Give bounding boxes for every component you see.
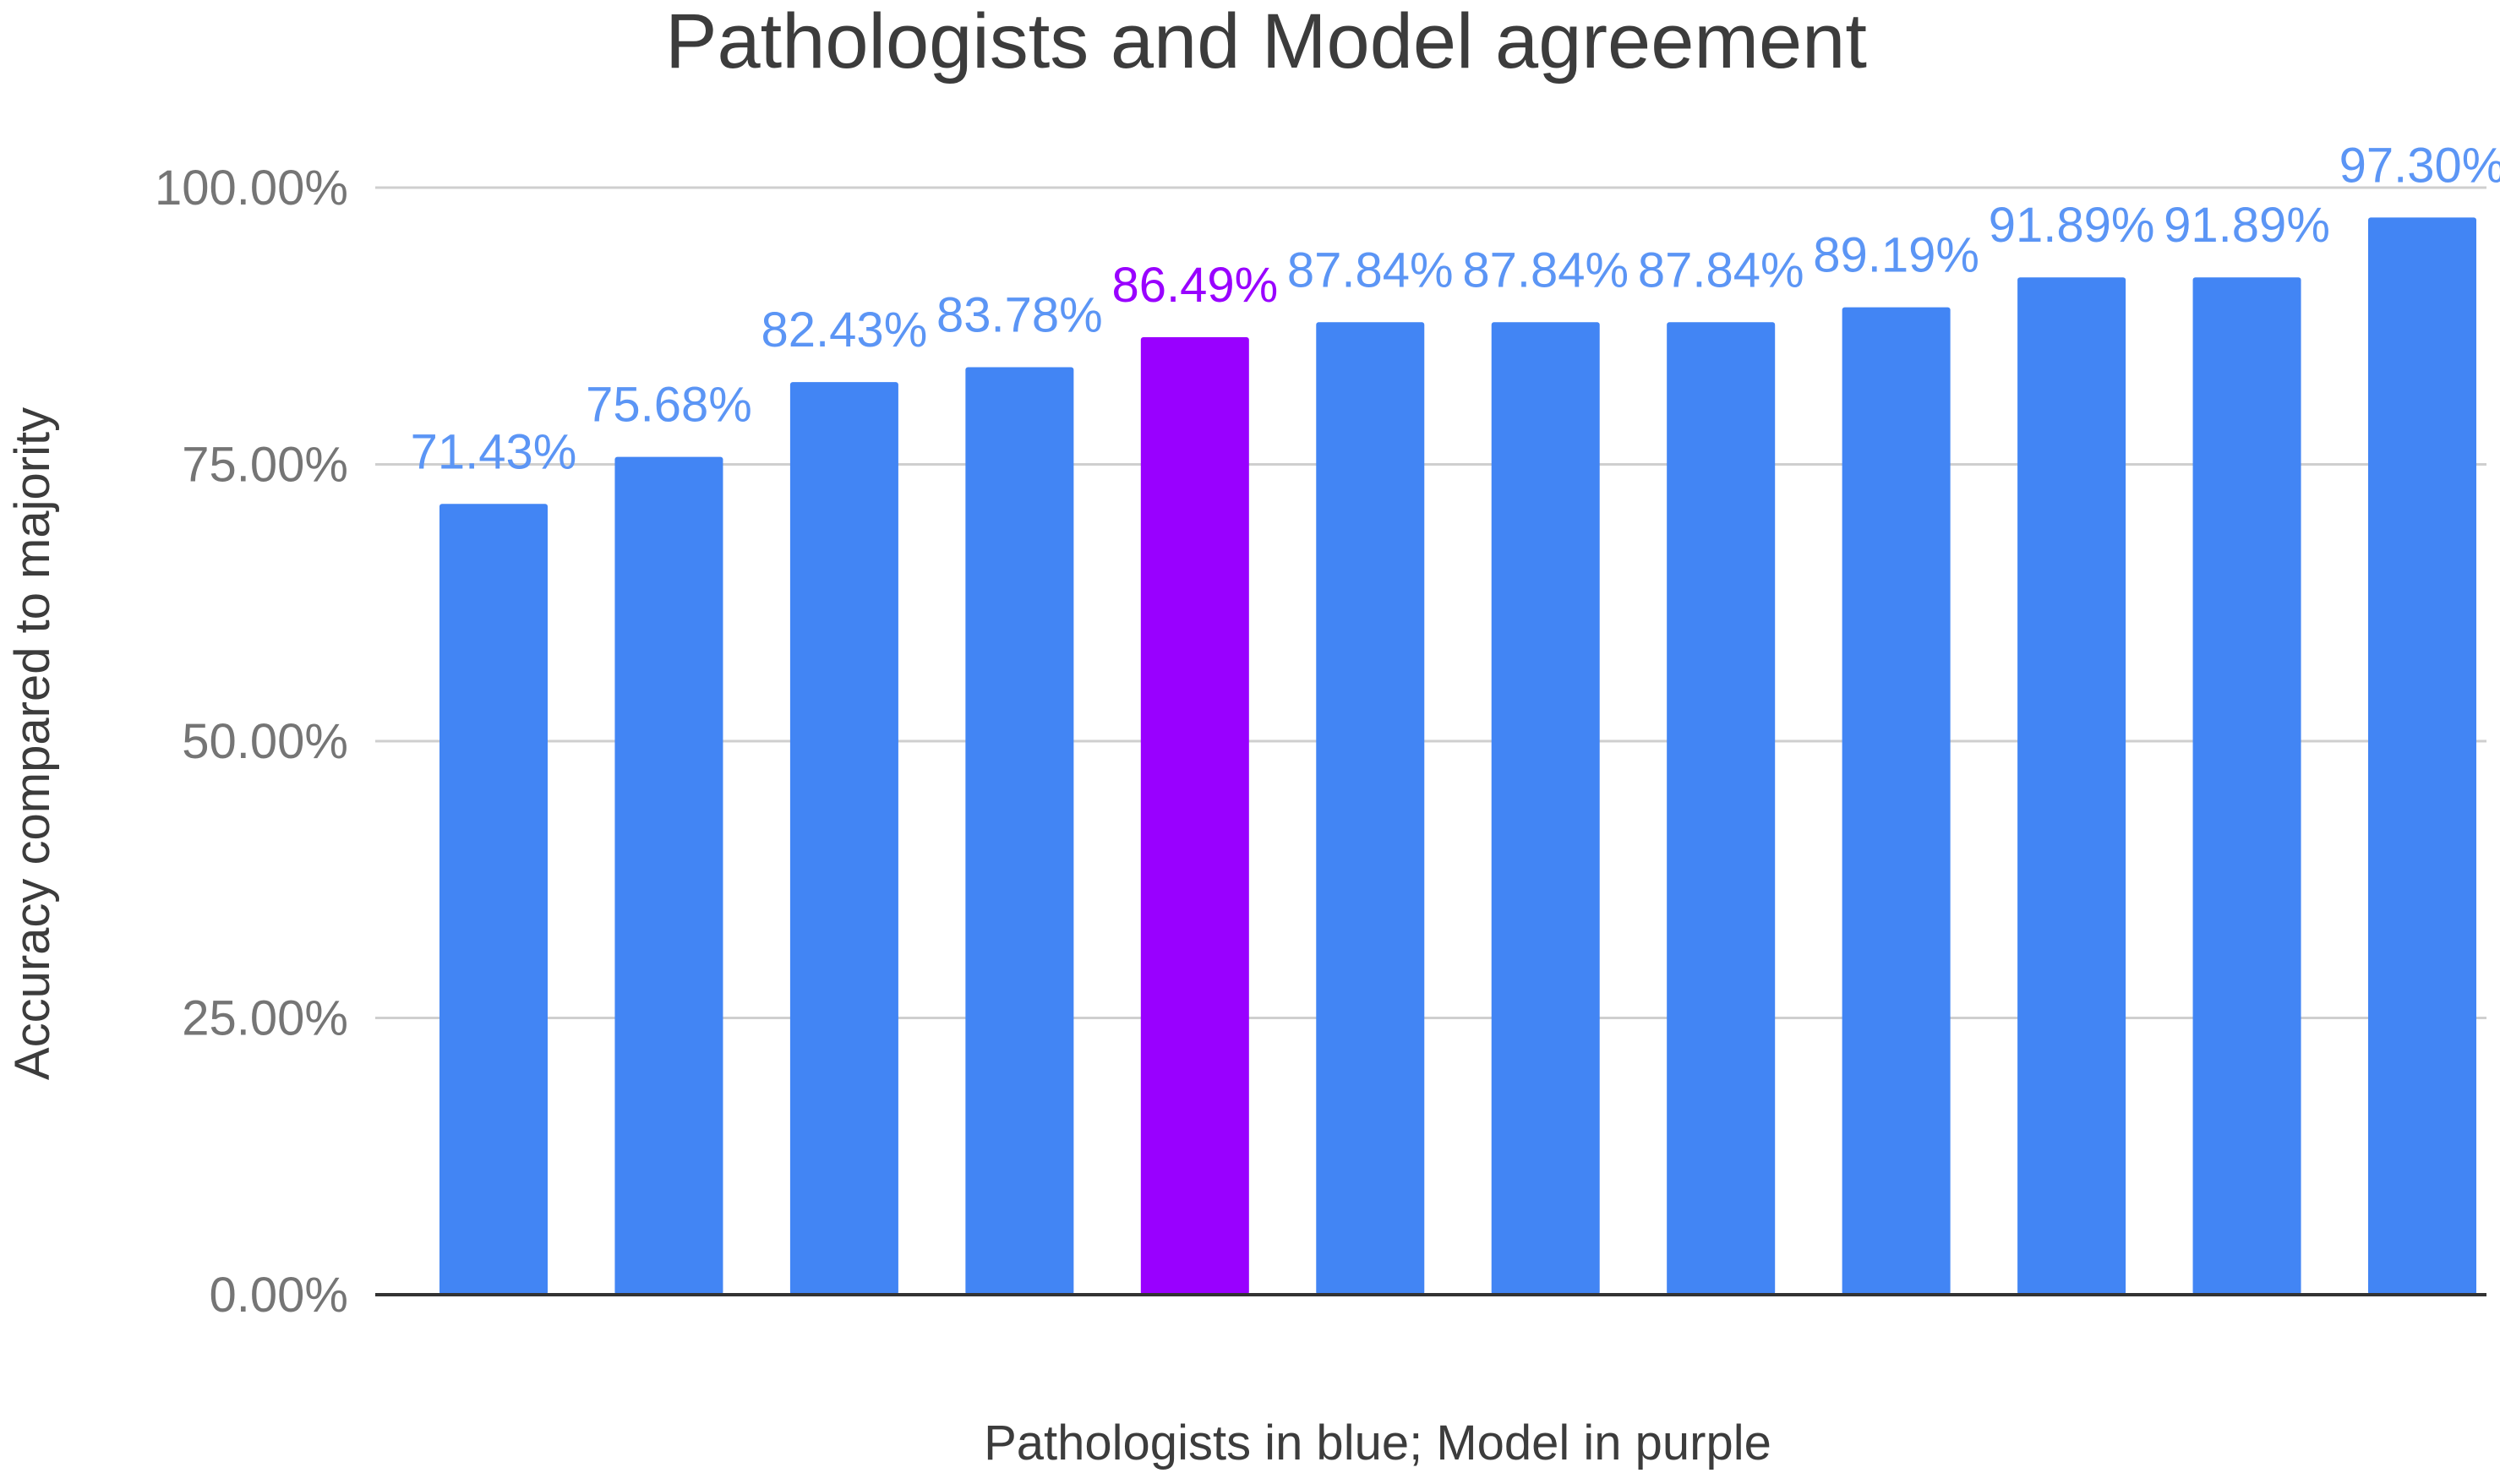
bar-value-label: 91.89%	[2164, 198, 2330, 253]
bar-value-label: 86.49%	[1111, 258, 1278, 313]
bar	[2192, 277, 2301, 1296]
bar-value-label: 82.43%	[761, 303, 928, 357]
bar-value-label: 87.84%	[1638, 243, 1804, 297]
chart-title: Pathologists and Model agreement	[665, 0, 1867, 85]
y-tick-label: 100.00%	[155, 161, 348, 216]
bar	[2017, 277, 2126, 1296]
y-tick-label: 25.00%	[182, 991, 348, 1046]
y-axis-ticks: 0.00% 25.00% 50.00% 75.00% 100.00%	[155, 161, 348, 1323]
bar	[1316, 322, 1425, 1295]
y-axis-title: Accuracy compared to majority	[5, 407, 60, 1080]
bar-value-label: 87.84%	[1462, 243, 1629, 297]
bar	[439, 504, 548, 1295]
bar-value-label: 89.19%	[1813, 228, 1979, 283]
y-tick-label: 50.00%	[182, 714, 348, 769]
bar	[1842, 307, 1951, 1296]
x-axis-title: Pathologists in blue; Model in purple	[984, 1416, 1771, 1470]
bar-value-label: 75.68%	[586, 378, 752, 433]
bar-value-label: 91.89%	[1989, 198, 2155, 253]
y-tick-label: 0.00%	[210, 1268, 348, 1323]
bar	[789, 382, 898, 1295]
bar	[1140, 336, 1249, 1296]
bar-value-label: 97.30%	[2339, 138, 2500, 193]
bar-value-label: 87.84%	[1287, 243, 1454, 297]
data-labels: 71.43%75.68%82.43% 83.78%86.49% 87.84% 87.8…	[411, 138, 2500, 479]
bar	[1667, 322, 1776, 1295]
bar-value-label: 71.43%	[411, 424, 577, 479]
gridlines	[375, 186, 2486, 1019]
bar	[614, 456, 723, 1295]
bar	[2368, 217, 2476, 1295]
bars	[439, 217, 2476, 1296]
bar	[965, 367, 1074, 1296]
bar-value-label: 83.78%	[936, 287, 1103, 342]
bar	[1491, 322, 1600, 1295]
y-tick-label: 75.00%	[182, 438, 348, 493]
